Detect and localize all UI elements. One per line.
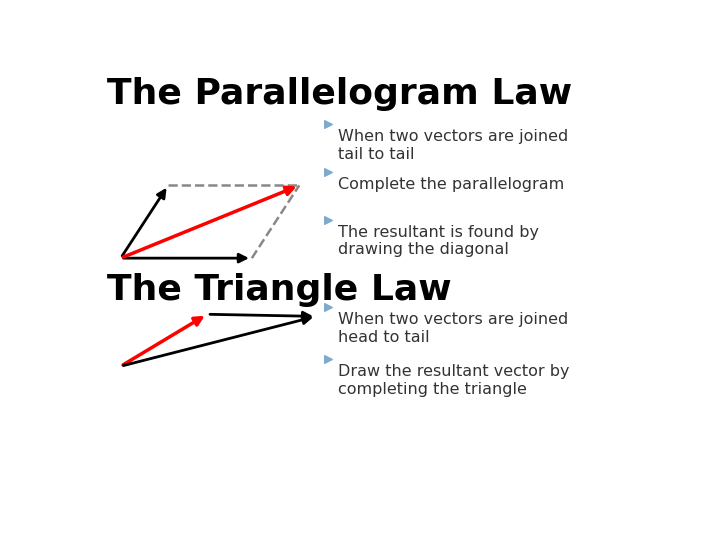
Text: Complete the parallelogram: Complete the parallelogram: [338, 177, 564, 192]
Text: The resultant is found by
drawing the diagonal: The resultant is found by drawing the di…: [338, 225, 539, 257]
Text: When two vectors are joined
head to tail: When two vectors are joined head to tail: [338, 312, 569, 345]
Text: The Parallelogram Law: The Parallelogram Law: [107, 77, 572, 111]
Text: The Triangle Law: The Triangle Law: [107, 273, 451, 307]
Text: Draw the resultant vector by
completing the triangle: Draw the resultant vector by completing …: [338, 364, 570, 396]
Text: When two vectors are joined
tail to tail: When two vectors are joined tail to tail: [338, 129, 569, 161]
